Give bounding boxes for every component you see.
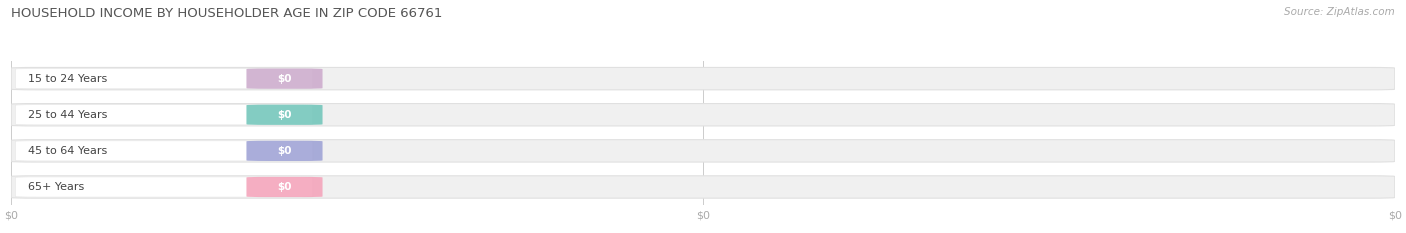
FancyBboxPatch shape: [246, 177, 322, 197]
FancyBboxPatch shape: [11, 67, 1395, 90]
Text: 45 to 64 Years: 45 to 64 Years: [28, 146, 107, 156]
FancyBboxPatch shape: [246, 69, 322, 89]
Text: $0: $0: [277, 182, 291, 192]
Text: $0: $0: [277, 110, 291, 120]
FancyBboxPatch shape: [15, 105, 314, 125]
Text: 15 to 24 Years: 15 to 24 Years: [28, 74, 107, 84]
Text: HOUSEHOLD INCOME BY HOUSEHOLDER AGE IN ZIP CODE 66761: HOUSEHOLD INCOME BY HOUSEHOLDER AGE IN Z…: [11, 7, 443, 20]
FancyBboxPatch shape: [15, 69, 314, 89]
Text: Source: ZipAtlas.com: Source: ZipAtlas.com: [1284, 7, 1395, 17]
Text: $0: $0: [277, 146, 291, 156]
FancyBboxPatch shape: [11, 140, 1395, 162]
FancyBboxPatch shape: [11, 176, 1395, 198]
Text: 25 to 44 Years: 25 to 44 Years: [28, 110, 107, 120]
Text: $0: $0: [277, 74, 291, 84]
FancyBboxPatch shape: [15, 141, 314, 161]
FancyBboxPatch shape: [246, 141, 322, 161]
FancyBboxPatch shape: [15, 177, 314, 197]
FancyBboxPatch shape: [246, 105, 322, 125]
Text: 65+ Years: 65+ Years: [28, 182, 84, 192]
FancyBboxPatch shape: [11, 103, 1395, 126]
